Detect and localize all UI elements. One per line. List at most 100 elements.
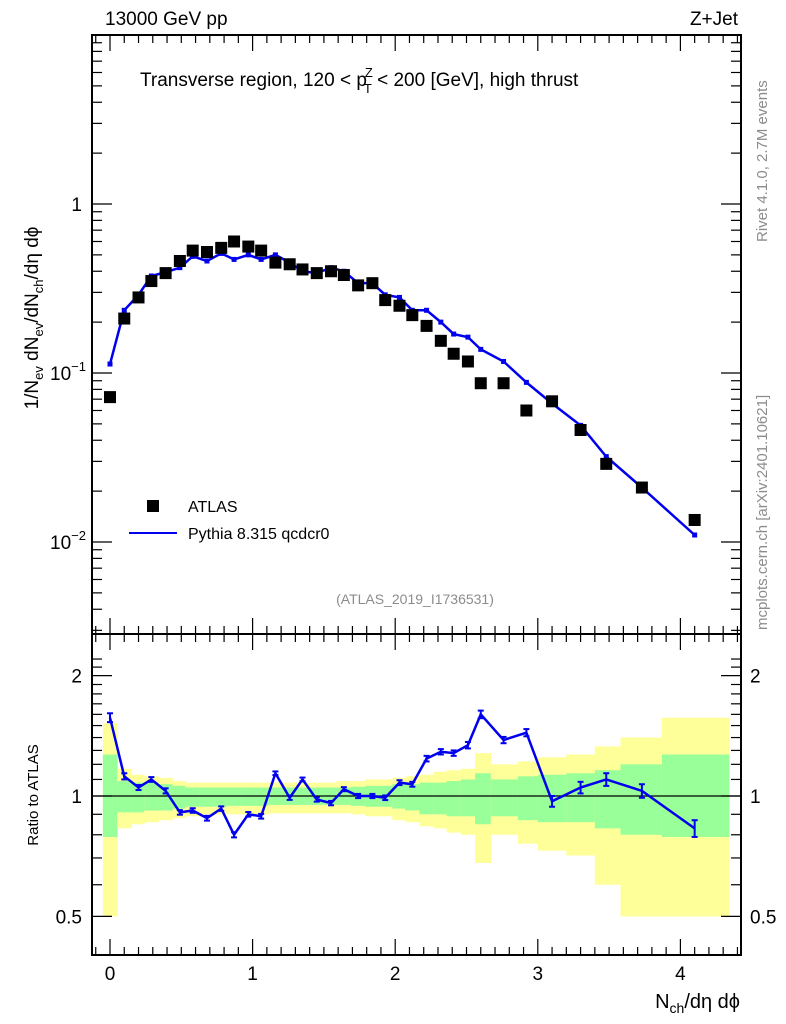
plot-frames [91,34,742,956]
ratio-y-tick-label-left: 2 [71,667,82,688]
header-left: 13000 GeV pp [105,9,228,30]
data-series-main [104,235,701,526]
data-point [406,309,419,322]
ratio-point [603,772,610,787]
data-point [200,245,213,258]
ratio-point [369,792,376,800]
x-tick-label: 4 [675,964,686,985]
ratio-point [340,786,347,793]
band-inner-bin [419,782,435,815]
ylabel-part: ev [31,366,46,380]
data-point [159,267,172,280]
data-point [497,377,510,390]
main-y-tick-label: 1 [71,195,82,216]
x-tick-label: 3 [533,964,544,985]
band-inner-bin [433,782,448,815]
ratio-point [409,780,416,788]
data-point [352,279,365,292]
data-point [520,404,533,417]
band-inner-bin [566,773,596,823]
analysis-id: (ATLAS_2019_I1736531) [336,591,494,607]
data-point [310,267,323,280]
ratio-point [313,796,320,803]
xlabel-part: /dη dϕ [684,991,740,1013]
data-point [474,377,487,390]
title-post: < 200 [GeV], high thrust [372,70,579,91]
data-point [546,395,559,408]
mc-point-main [603,454,609,460]
data-point [337,269,350,282]
main-plot-frame [91,34,742,635]
ratio-ylabel: Ratio to ATLAS [25,744,42,845]
ratio-point [549,795,556,808]
mc-point-main [258,256,264,262]
ylabel-part: /dη dϕ [22,227,43,280]
ratio-point [423,754,430,763]
ratio-point [245,811,252,818]
xlabel-part: ch [670,1000,685,1016]
data-point [688,513,701,526]
mc-point-main [523,379,529,385]
band-inner-bin [405,784,420,811]
ratio-point [286,794,293,801]
ratio-point [218,805,225,812]
axis-ticks [92,35,741,955]
ratio-point [464,740,471,750]
mc-line-main [108,252,696,536]
ratio-point [231,831,238,839]
data-point [186,244,199,257]
ratio-point [396,779,403,787]
ratio-y-tick-label-left: 1 [71,787,82,808]
ratio-point [577,780,584,795]
band-inner-bin [185,787,201,807]
band-inner-bin [475,773,492,825]
mc-point-main [107,361,113,367]
data-point [393,299,406,312]
mc-point-main [177,265,183,271]
ratio-y-tick-label-right: 1 [750,787,761,808]
ratio-plot-frame [91,633,742,956]
ratio-point [121,772,128,781]
data-point [132,291,145,304]
ratio-point [176,809,183,816]
x-tick-label: 0 [105,964,116,985]
data-point [145,275,158,288]
mcplots-label: mcplots.cern.ch [arXiv:2401.10621] [754,395,771,630]
data-point [118,312,131,325]
title-sub: T [364,81,372,96]
mc-point-main [204,258,210,264]
data-point [269,256,282,269]
ratio-point [299,776,306,783]
ratio-point [638,783,645,799]
ratio-y-tick-label-right: 0.5 [750,907,776,928]
band-inner-bin [241,787,255,806]
data-point [104,391,116,404]
band-inner-bin [214,787,228,807]
data-point [379,294,392,307]
ratio-y-tick-label-right: 2 [750,667,761,688]
rivet-label: Rivet 4.1.0, 2.7M events [754,80,771,242]
mc-point-main [692,532,698,538]
data-point [461,355,474,368]
mc-point-main [501,358,507,364]
ratio-point [437,748,444,756]
ratio-point [107,712,113,724]
main-y-tick-label: 10−1 [50,359,86,385]
band-inner-bin [172,785,187,809]
band-inner-bin [226,787,242,806]
ratio-point [691,819,698,838]
xlabel-part: N [655,991,669,1013]
data-point [600,457,613,470]
band-inner-bin [490,779,519,817]
data-point [296,263,309,276]
ratio-y-tick-label-left: 0.5 [56,907,82,928]
uncertainty-bands [102,717,730,917]
mc-point-main [465,334,471,340]
ratio-point [500,735,507,745]
data-point [242,240,255,253]
ratio-point [272,770,279,777]
data-point [255,244,268,257]
data-point [215,241,228,254]
ratio-point [450,749,457,757]
